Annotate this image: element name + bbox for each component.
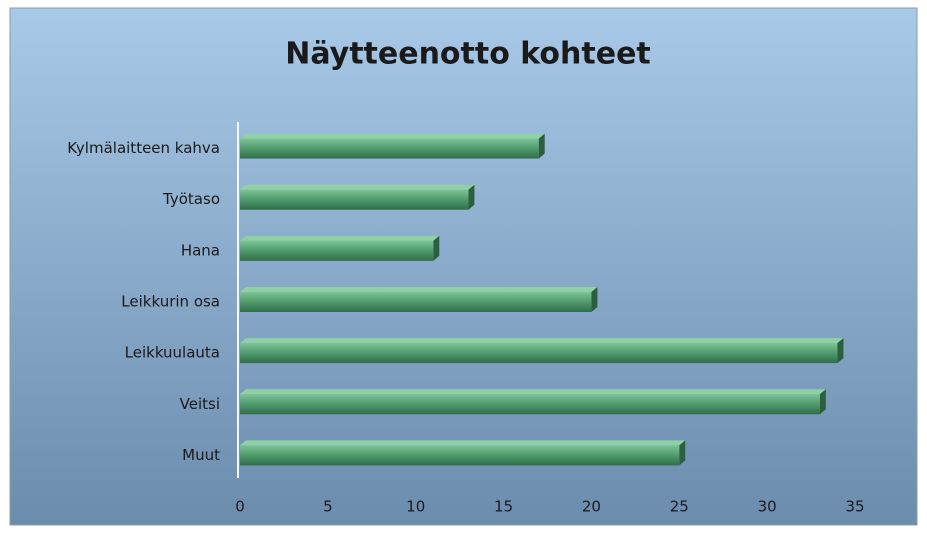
y-tick-label: Leikkurin osa bbox=[121, 293, 220, 311]
x-tick-label: 30 bbox=[758, 498, 777, 516]
x-tick-label: 20 bbox=[582, 498, 601, 516]
bar-top-face bbox=[240, 133, 545, 139]
y-tick-label: Hana bbox=[181, 241, 220, 259]
y-tick-label: Leikkuulauta bbox=[125, 344, 220, 362]
x-tick-label: 10 bbox=[406, 498, 425, 516]
x-tick-label: 25 bbox=[670, 498, 689, 516]
y-tick-label: Veitsi bbox=[180, 395, 220, 413]
y-tick-label: Kylmälaitteen kahva bbox=[67, 139, 220, 157]
y-tick-label: Muut bbox=[182, 446, 220, 464]
bar-end-face bbox=[837, 338, 844, 364]
x-tick-label: 5 bbox=[323, 498, 333, 516]
bar-end-face bbox=[538, 133, 545, 159]
bar bbox=[240, 240, 434, 261]
bar bbox=[240, 445, 680, 466]
bar-end-face bbox=[591, 287, 598, 312]
bar-top-face bbox=[240, 235, 440, 241]
bar bbox=[240, 292, 592, 312]
bar-end-face bbox=[679, 440, 686, 466]
bar-end-face bbox=[819, 389, 826, 415]
bar-end-face bbox=[433, 235, 440, 261]
bar bbox=[240, 189, 469, 210]
bar-end-face bbox=[468, 184, 475, 210]
bar-top-face bbox=[240, 287, 598, 292]
y-tick-label: Työtaso bbox=[162, 190, 220, 208]
bar-top-face bbox=[240, 389, 826, 395]
bar bbox=[240, 138, 539, 159]
bar bbox=[240, 343, 838, 364]
bar-top-face bbox=[240, 338, 844, 344]
chart-background bbox=[9, 7, 918, 526]
x-tick-label: 35 bbox=[845, 498, 864, 516]
x-tick-label: 15 bbox=[494, 498, 513, 516]
x-tick-label: 0 bbox=[235, 498, 245, 516]
chart-title: Näytteenotto kohteet bbox=[285, 37, 651, 72]
bar-top-face bbox=[240, 184, 475, 190]
bar bbox=[240, 394, 820, 415]
bar-top-face bbox=[240, 440, 686, 446]
